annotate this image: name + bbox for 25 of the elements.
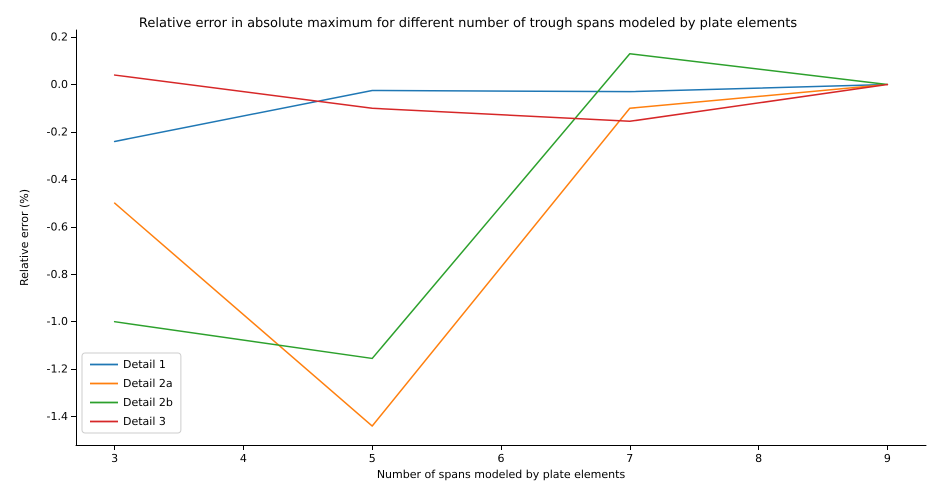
chart-title: Relative error in absolute maximum for different number of trough spans modeled by plate elements: [138, 16, 798, 31]
y-tick-label: 0.2: [50, 30, 68, 44]
y-tick-label: -0.2: [46, 125, 68, 138]
line-series: [114, 74, 888, 122]
y-tick-label: -0.8: [46, 268, 68, 281]
legend-label: Detail 3: [123, 415, 166, 428]
y-tick-label: -1.2: [46, 362, 68, 376]
y-tick-label: 0.0: [50, 78, 68, 92]
x-tick-label: 5: [368, 452, 376, 465]
legend-label: Detail 2a: [123, 377, 173, 390]
y-tick-label: -1.0: [46, 315, 68, 328]
x-tick-label: 9: [884, 452, 891, 465]
y-axis-title: Relative error (%): [18, 188, 31, 286]
y-tick-label: -0.4: [46, 172, 68, 186]
y-tick-label: -1.4: [46, 410, 68, 424]
x-tick-label: 6: [498, 452, 504, 465]
x-tick-label: 8: [755, 452, 762, 465]
legend-label: Detail 2b: [123, 396, 173, 409]
y-tick-label: -0.6: [46, 220, 68, 234]
x-tick-label: 4: [240, 452, 247, 465]
x-axis-title: Number of spans modeled by plate elements: [376, 468, 626, 481]
x-tick-label: 7: [626, 452, 634, 465]
legend-label: Detail 1: [123, 358, 166, 371]
line-series: [114, 52, 888, 360]
x-tick-label: 3: [111, 452, 118, 465]
